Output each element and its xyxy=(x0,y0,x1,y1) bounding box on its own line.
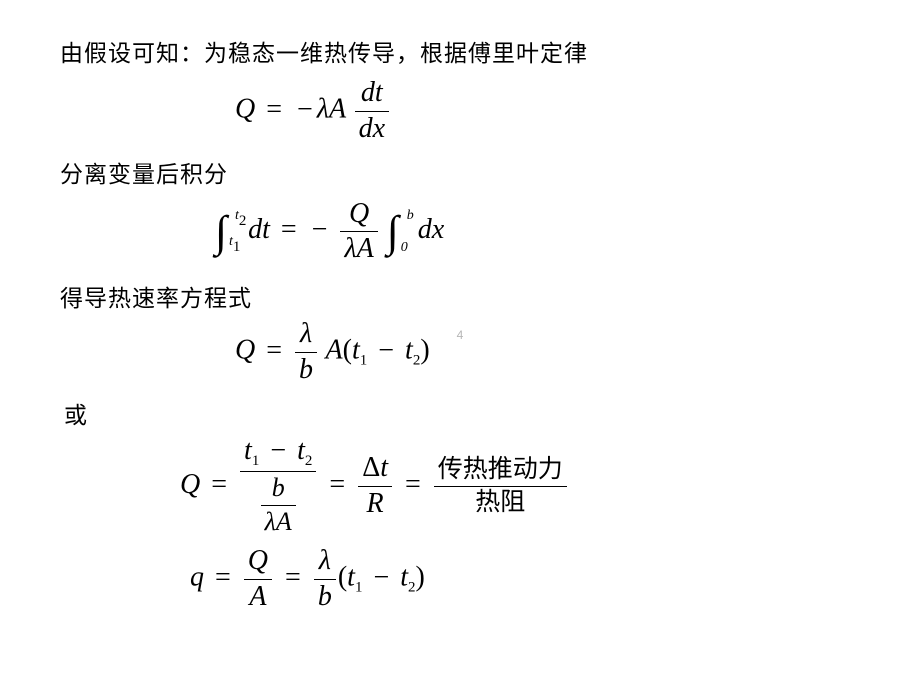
rparen2: ) xyxy=(416,562,425,593)
eq-flux: q = Q A = λ b (t1 − t2) xyxy=(190,546,860,613)
sym-A: A xyxy=(329,94,346,125)
lparen2: ( xyxy=(338,562,347,593)
slide-body: 由假设可知：为稳态一维热传导，根据傅里叶定律 Q = −λA dt dx 分离变… xyxy=(0,0,920,613)
sub-2b: 2 xyxy=(408,580,416,596)
sym-eq4c: = xyxy=(405,469,421,500)
sym-eq5b: = xyxy=(285,562,301,593)
num-t1t2: t1 − t2 xyxy=(240,436,316,473)
sym-eq2: = xyxy=(281,214,297,245)
frac-Q-A: Q A xyxy=(244,546,272,613)
sym-Q4: Q xyxy=(180,469,200,500)
rparen: ) xyxy=(420,335,429,366)
rate-eq-text: 得导热速率方程式 xyxy=(60,279,860,313)
num-lambda: λ xyxy=(295,319,317,353)
sym-eq: = xyxy=(266,94,282,125)
eq-fourier-law: Q = −λA dt dx xyxy=(235,78,860,145)
or-text: 或 xyxy=(64,396,860,430)
sym-lambda: λ xyxy=(317,94,329,125)
eq-integral: ∫ t2 t1 dt = − Q λA ∫ b 0 dx xyxy=(215,199,860,266)
sym-q5: q xyxy=(190,562,204,593)
sym-eq5a: = xyxy=(215,562,231,593)
frac-lambda-b-2: λ b xyxy=(314,546,336,613)
separate-vars-text: 分离变量后积分 xyxy=(60,155,860,189)
sym-t2: t xyxy=(405,335,413,366)
frac-Q-lambdaA: Q λA xyxy=(340,199,377,266)
sym-eq3: = xyxy=(266,335,282,366)
sym-eq4b: = xyxy=(329,469,345,500)
frac-deltaT-R: t1 − t2 b λA xyxy=(240,436,316,537)
sym-minus3: − xyxy=(378,335,394,366)
sub-1b: 1 xyxy=(355,580,363,596)
sym-minus2: − xyxy=(312,214,328,245)
num-Q: Q xyxy=(340,199,377,233)
int-right: ∫ b 0 xyxy=(387,210,399,254)
sym-minus5: − xyxy=(373,562,389,593)
int-left: ∫ t2 t1 xyxy=(215,210,227,254)
sym-dx: dx xyxy=(418,214,444,245)
num-dt: dt xyxy=(355,78,389,112)
frac-lambda-b: λ b xyxy=(295,319,317,386)
frac-dt-dx: dt dx xyxy=(355,78,389,145)
sym-Q: Q xyxy=(235,94,255,125)
lparen: ( xyxy=(343,335,352,366)
frac-dt-R: Δt R xyxy=(358,453,392,520)
sub-1: 1 xyxy=(360,353,368,369)
sym-t2b: t xyxy=(400,562,408,593)
sym-A3: A xyxy=(326,335,343,366)
sym-dt: dt xyxy=(248,214,270,245)
sym-minus: − xyxy=(297,94,313,125)
sym-eq4a: = xyxy=(211,469,227,500)
sym-t1: t xyxy=(352,335,360,366)
sym-Q3: Q xyxy=(235,335,255,366)
intro-text: 由假设可知：为稳态一维热传导，根据傅里叶定律 xyxy=(60,34,860,68)
eq-resistance: Q = t1 − t2 b λA = Δt R = 传热推动力 热阻 xyxy=(180,436,860,537)
den-dx: dx xyxy=(355,112,389,145)
den-b: b xyxy=(295,353,317,386)
den-b-lambdaA: b λA xyxy=(240,472,316,536)
frac-cn-labels: 传热推动力 热阻 xyxy=(434,456,567,516)
eq-rate: Q = λ b A(t1 − t2) xyxy=(235,319,860,386)
page-marker: 4 xyxy=(457,328,464,342)
sym-t1b: t xyxy=(347,562,355,593)
den-lambdaA: λA xyxy=(340,232,377,265)
